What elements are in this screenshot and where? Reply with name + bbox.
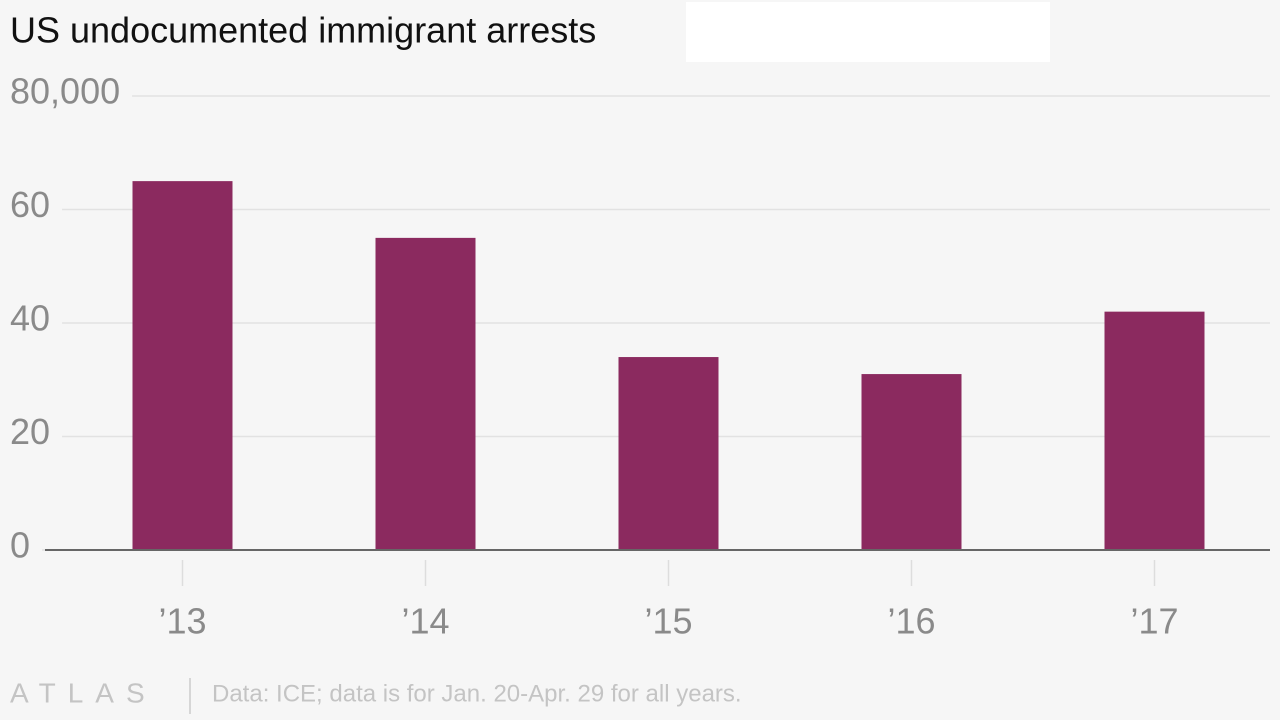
y-tick-label: 80,000 (10, 71, 120, 112)
x-tick-label: ’14 (401, 601, 449, 642)
x-tick-label: ’16 (887, 601, 935, 642)
bar (1104, 311, 1205, 550)
chart-title: US undocumented immigrant arrests (10, 10, 596, 51)
x-tick-label: ’15 (644, 601, 692, 642)
title-box (686, 2, 1050, 62)
y-tick-label: 20 (10, 411, 50, 452)
y-tick-label: 60 (10, 184, 50, 225)
bar (375, 237, 476, 550)
x-tick-label: ’13 (158, 601, 206, 642)
y-tick-label: 40 (10, 298, 50, 339)
x-tick-label: ’17 (1130, 601, 1178, 642)
bar (132, 181, 233, 550)
bar (618, 357, 719, 550)
logo: ATLAS (10, 677, 157, 708)
bar (861, 374, 962, 550)
y-tick-label: 0 (10, 525, 30, 566)
source-note: Data: ICE; data is for Jan. 20-Apr. 29 f… (212, 680, 742, 707)
